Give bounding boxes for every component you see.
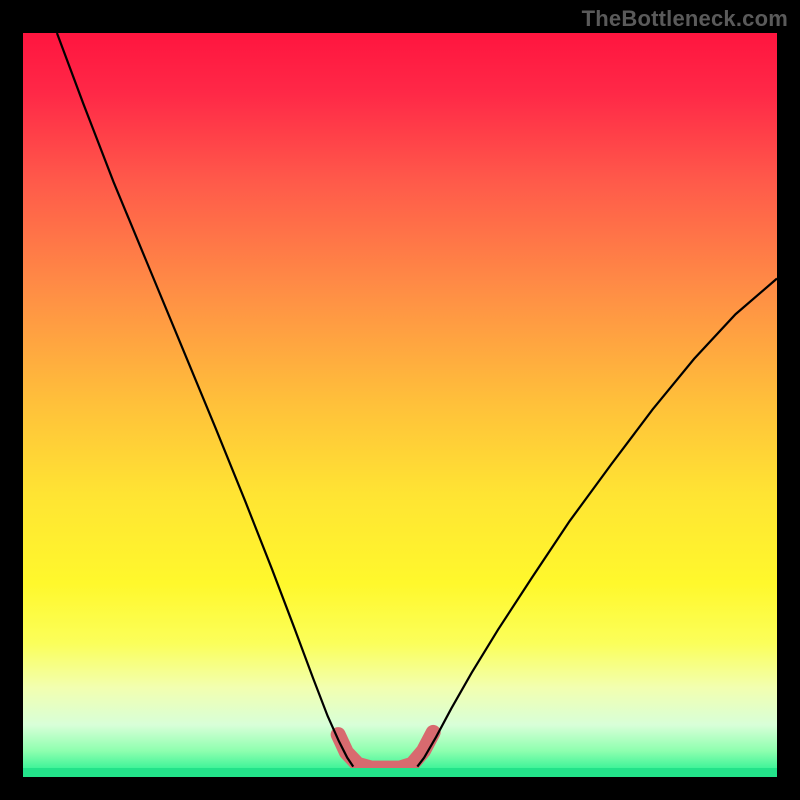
watermark-text: TheBottleneck.com bbox=[582, 6, 788, 32]
chart-frame: TheBottleneck.com bbox=[0, 0, 800, 800]
curve-left-branch bbox=[57, 33, 353, 767]
curve-right-branch bbox=[417, 279, 777, 767]
plot-area bbox=[23, 33, 777, 777]
curves-layer bbox=[23, 33, 777, 777]
green-bottom-band bbox=[23, 768, 777, 777]
